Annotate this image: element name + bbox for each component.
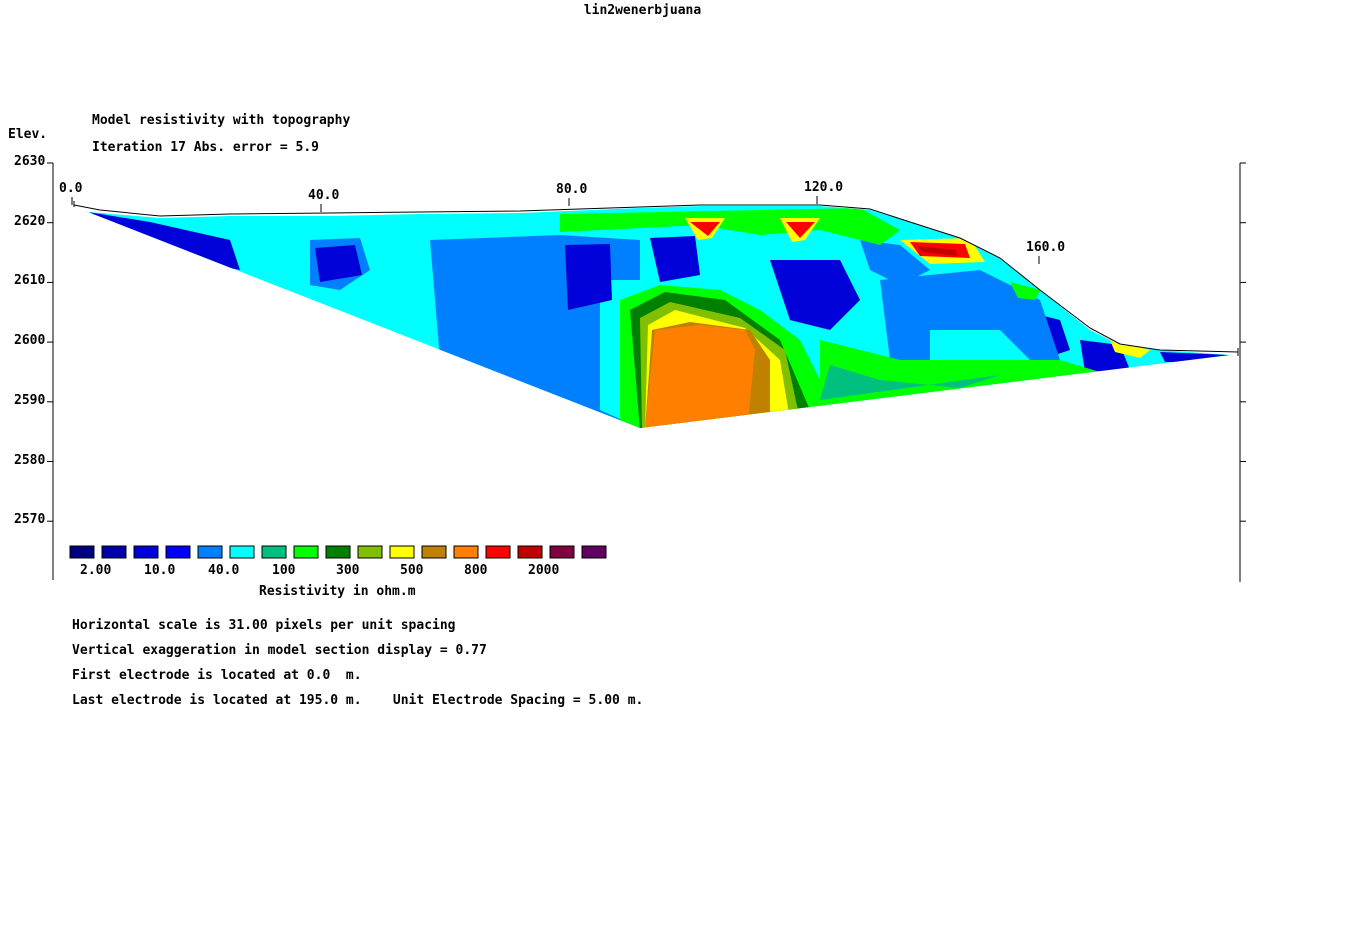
x-tick-label: 160.0: [1026, 240, 1066, 255]
note-vertical-exaggeration: Vertical exaggeration in model section d…: [72, 643, 487, 658]
y-axis-ticks: [47, 162, 1246, 522]
chart-title: Model resistivity with topography: [92, 113, 351, 128]
colorbar-label: 2.00: [80, 563, 112, 578]
colorbar-swatch: [197, 545, 223, 559]
colorbar-swatch: [453, 545, 479, 559]
colorbar-label: 500: [400, 563, 424, 578]
x-tick-label: 80.0: [556, 182, 588, 197]
colorbar-label: 10.0: [144, 563, 176, 578]
topography-line: [73, 204, 1239, 353]
colorbar-swatch: [549, 545, 575, 559]
x-tick-label: 40.0: [308, 188, 340, 203]
colorbar-swatch: [581, 545, 607, 559]
right-axis: [1239, 162, 1246, 582]
y-axis-label: Elev.: [8, 127, 48, 142]
colorbar-swatch: [133, 545, 159, 559]
colorbar-swatch: [325, 545, 351, 559]
colorbar-title: Resistivity in ohm.m: [259, 584, 416, 599]
colorbar-swatch: [101, 545, 127, 559]
colorbar-swatch: [389, 545, 415, 559]
y-tick-label: 2590: [14, 392, 46, 408]
colorbar-swatch: [357, 545, 383, 559]
colorbar-swatch: [293, 545, 319, 559]
colorbar: [69, 545, 607, 559]
colorbar-swatch: [165, 545, 191, 559]
colorbar-swatch: [485, 545, 511, 559]
resistivity-section: [88, 206, 1230, 428]
colorbar-swatch: [69, 545, 95, 559]
x-tick-label: 120.0: [804, 180, 844, 195]
note-horizontal-scale: Horizontal scale is 31.00 pixels per uni…: [72, 618, 456, 633]
y-tick-label: 2610: [14, 273, 46, 289]
colorbar-swatch: [229, 545, 255, 559]
y-tick-label: 2620: [14, 213, 46, 229]
colorbar-label: 2000: [528, 563, 560, 578]
chart-subtitle: Iteration 17 Abs. error = 5.9: [92, 140, 319, 155]
window-title: lin2wenerbjuana: [583, 3, 702, 18]
colorbar-label: 40.0: [208, 563, 240, 578]
colorbar-label: 100: [272, 563, 296, 578]
x-tick-label: 0.0: [59, 181, 83, 196]
colorbar-label: 300: [336, 563, 360, 578]
note-first-electrode: First electrode is located at 0.0 m.: [72, 668, 362, 683]
note-last-electrode: Last electrode is located at 195.0 m. Un…: [72, 693, 644, 708]
colorbar-swatch: [517, 545, 543, 559]
colorbar-label: 800: [464, 563, 488, 578]
x-axis-ticks: [71, 196, 1040, 264]
y-tick-label: 2630: [14, 154, 46, 169]
y-tick-label: 2600: [14, 333, 46, 349]
y-tick-label: 2570: [14, 512, 46, 528]
colorbar-swatch: [261, 545, 287, 559]
y-tick-label: 2580: [14, 452, 46, 468]
colorbar-swatch: [421, 545, 447, 559]
